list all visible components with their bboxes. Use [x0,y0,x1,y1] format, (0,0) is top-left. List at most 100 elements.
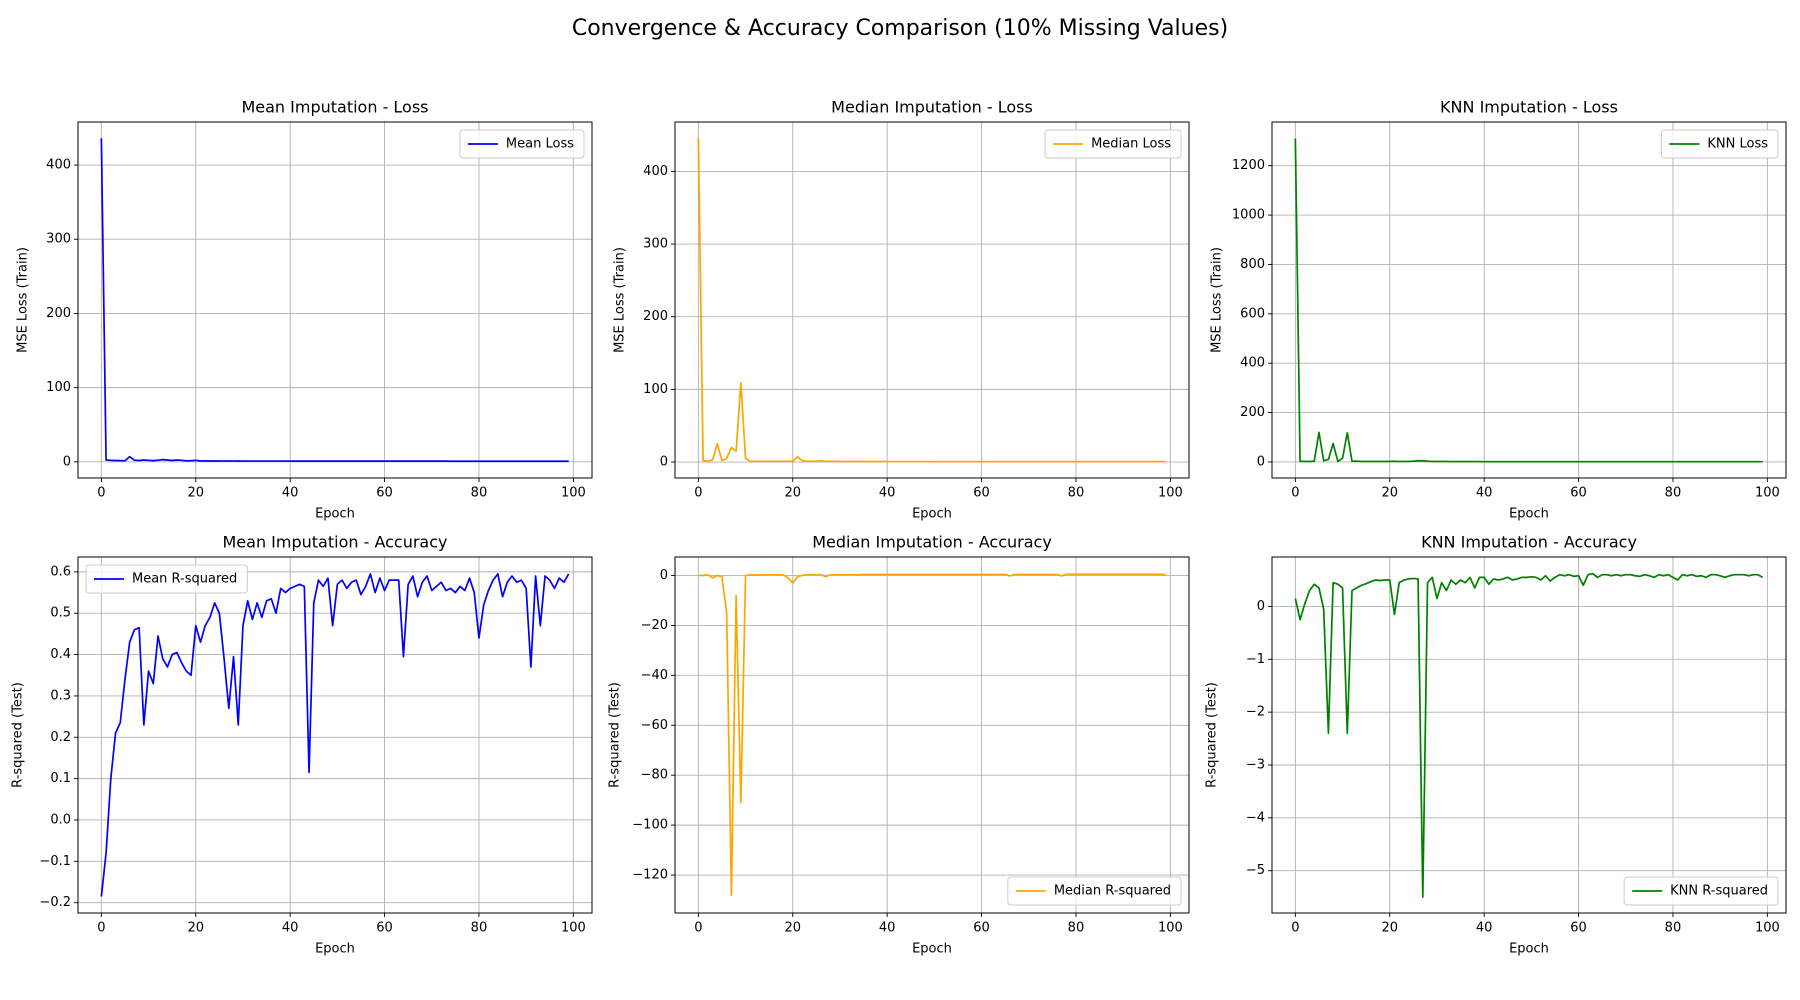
x-tick-label: 0 [97,921,105,936]
x-axis-label: Epoch [1509,942,1549,957]
y-tick-label: 400 [46,158,71,173]
legend-label: Mean R-squared [132,572,237,587]
legend-box [1660,129,1779,159]
x-tick-label: 80 [471,921,488,936]
x-tick-label: 80 [1068,486,1085,501]
y-tick-label: 600 [1240,306,1265,321]
x-tick-label: 60 [376,921,393,936]
data-line [1294,572,1764,898]
data-line [698,573,1166,896]
y-tick-label: −5 [1246,863,1265,878]
subplot-title: Mean Imputation - Accuracy [223,533,448,552]
y-tick-label: 100 [46,380,71,395]
y-tick-label: 0.2 [50,730,71,745]
y-tick-label: 0 [1257,599,1265,614]
legend-label: KNN Loss [1707,137,1768,152]
subplot-title: Median Imputation - Accuracy [812,533,1052,552]
plot-frame [77,121,593,479]
figure-title: Convergence & Accuracy Comparison (10% M… [572,16,1228,41]
y-tick-label: −80 [641,768,668,783]
x-axis-label: Epoch [1509,507,1549,522]
x-tick-label: 0 [694,921,702,936]
x-tick-label: 80 [471,486,488,501]
x-tick-label: 40 [282,921,299,936]
plot-frame [1271,121,1787,479]
x-tick-label: 40 [282,486,299,501]
legend-box [1044,129,1182,159]
data-line [697,137,1166,463]
legend-box [85,564,248,594]
x-tick-label: 20 [187,921,204,936]
y-axis-label: MSE Loss (Train) [613,247,628,353]
legend-label: Median Loss [1091,137,1171,152]
plot-frame [1271,556,1787,914]
x-tick-label: 40 [879,921,896,936]
y-tick-label: 200 [46,306,71,321]
x-axis-label: Epoch [315,507,355,522]
x-axis-label: Epoch [912,942,952,957]
y-tick-label: −100 [632,818,668,833]
y-tick-label: −120 [632,868,668,883]
y-axis-label: R-squared (Test) [608,682,623,788]
x-tick-label: 80 [1665,486,1682,501]
y-tick-label: −4 [1246,810,1265,825]
x-axis-label: Epoch [912,507,952,522]
plot-frame [674,556,1190,914]
data-line [100,138,569,463]
x-tick-label: 100 [561,486,586,501]
y-tick-label: −40 [641,668,668,683]
y-tick-label: 300 [46,232,71,247]
y-axis-label: R-squared (Test) [11,682,26,788]
subplot-title: KNN Imputation - Loss [1440,98,1618,117]
x-tick-label: 20 [784,486,801,501]
y-tick-label: 0 [660,455,668,470]
x-tick-label: 20 [187,486,204,501]
y-tick-label: −0.2 [39,895,71,910]
y-tick-label: 400 [1240,356,1265,371]
y-tick-label: 1000 [1232,208,1265,223]
y-tick-label: 0.5 [50,606,71,621]
x-tick-label: 100 [1755,921,1780,936]
x-tick-label: 40 [1476,486,1493,501]
y-tick-label: 0.1 [50,771,71,786]
x-tick-label: 100 [1158,921,1183,936]
y-axis-label: R-squared (Test) [1205,682,1220,788]
x-tick-label: 40 [879,486,896,501]
x-tick-label: 80 [1068,921,1085,936]
subplot-title: Median Imputation - Loss [831,98,1033,117]
y-tick-label: −1 [1246,652,1265,667]
y-tick-label: −60 [641,718,668,733]
x-tick-label: 60 [1570,921,1587,936]
y-tick-label: 0 [660,568,668,583]
y-tick-label: 0.3 [50,688,71,703]
x-tick-label: 100 [1755,486,1780,501]
plot-frame [674,121,1190,479]
subplot-title: KNN Imputation - Accuracy [1421,533,1637,552]
legend-label: KNN R-squared [1670,884,1768,899]
x-tick-label: 60 [973,921,990,936]
x-tick-label: 0 [1291,486,1299,501]
x-tick-label: 100 [1158,486,1183,501]
legend-box [459,129,585,159]
y-tick-label: 100 [643,382,668,397]
y-tick-label: 300 [643,237,668,252]
x-tick-label: 60 [1570,486,1587,501]
y-tick-label: 0.0 [50,812,71,827]
legend-label: Median R-squared [1054,884,1171,899]
x-tick-label: 0 [694,486,702,501]
x-tick-label: 60 [973,486,990,501]
plot-frame [77,556,593,914]
x-tick-label: 20 [1381,486,1398,501]
y-tick-label: −0.1 [39,854,71,869]
y-tick-label: −20 [641,618,668,633]
x-tick-label: 100 [561,921,586,936]
x-tick-label: 0 [1291,921,1299,936]
y-tick-label: 0.6 [50,564,71,579]
y-tick-label: 400 [643,164,668,179]
legend-box [1623,876,1779,906]
x-tick-label: 40 [1476,921,1493,936]
y-tick-label: 0 [1257,454,1265,469]
y-axis-label: MSE Loss (Train) [1210,247,1225,353]
x-axis-label: Epoch [315,942,355,957]
